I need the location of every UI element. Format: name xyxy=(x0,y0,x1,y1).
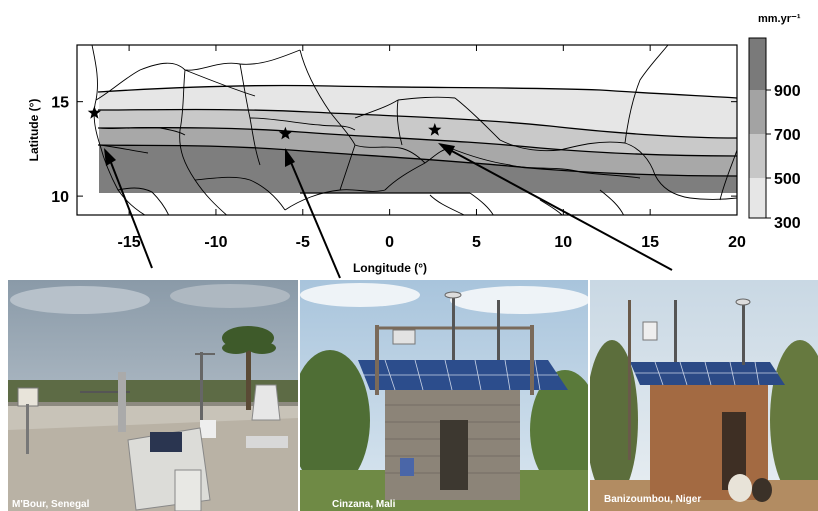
legend-frame xyxy=(748,37,767,219)
legend-swatch-900 xyxy=(749,38,766,90)
arrow-cinzana-head xyxy=(285,148,295,167)
site-marker-1 xyxy=(278,126,293,140)
x-tick-label: -15 xyxy=(118,234,141,251)
x-tick-labels: -15 -10 -5 0 5 10 15 20 xyxy=(118,234,746,251)
x-tick-label: 20 xyxy=(728,234,746,251)
x-tick-label: -5 xyxy=(296,234,310,251)
contour-lines xyxy=(97,84,737,194)
map-frame xyxy=(76,44,738,216)
x-tick-label: 10 xyxy=(554,234,572,251)
photo-caption-banizoumbou: Banizoumbou, Niger xyxy=(604,494,701,505)
legend-colorbar: mm.yr⁻¹ 900 700 500 300 xyxy=(748,13,801,232)
legend-unit: mm.yr⁻¹ xyxy=(758,13,801,25)
rainfall-bands xyxy=(77,45,737,215)
x-tick-label: 15 xyxy=(641,234,659,251)
legend-label-700: 700 xyxy=(774,127,801,144)
x-axis-label: Longitude (°) xyxy=(353,261,427,275)
photo-mbour: M'Bour, Senegal xyxy=(8,280,298,511)
site-markers xyxy=(87,106,442,140)
arrow-cinzana xyxy=(289,159,341,279)
legend-label-500: 500 xyxy=(774,171,801,188)
arrow-mbour xyxy=(109,159,153,269)
arrow-banizoumbou xyxy=(449,149,673,271)
legend-swatch-500 xyxy=(749,134,766,178)
arrow-banizoumbou-head xyxy=(438,143,455,156)
legend-swatch-700 xyxy=(749,90,766,134)
photo-banizoumbou: Banizoumbou, Niger xyxy=(590,280,818,511)
legend-label-300: 300 xyxy=(774,215,801,232)
photo-cinzana: Cinzana, Mali xyxy=(300,280,588,511)
x-tick-label: 5 xyxy=(472,234,481,251)
photo-caption-cinzana: Cinzana, Mali xyxy=(332,499,396,510)
y-tick-label: 10 xyxy=(51,189,69,206)
y-axis-label: Latitude (°) xyxy=(27,99,41,162)
country-borders xyxy=(91,45,737,215)
x-tick-label: -10 xyxy=(204,234,227,251)
pointer-arrows xyxy=(104,143,673,279)
legend-label-900: 900 xyxy=(774,83,801,100)
site-marker-2 xyxy=(428,123,442,136)
photo-caption-mbour: M'Bour, Senegal xyxy=(12,499,90,510)
site-marker-0 xyxy=(87,106,101,119)
legend-swatch-300 xyxy=(749,178,766,218)
arrow-mbour-head xyxy=(104,148,116,166)
y-tick-label: 15 xyxy=(51,95,69,112)
x-tick-label: 0 xyxy=(385,234,394,251)
